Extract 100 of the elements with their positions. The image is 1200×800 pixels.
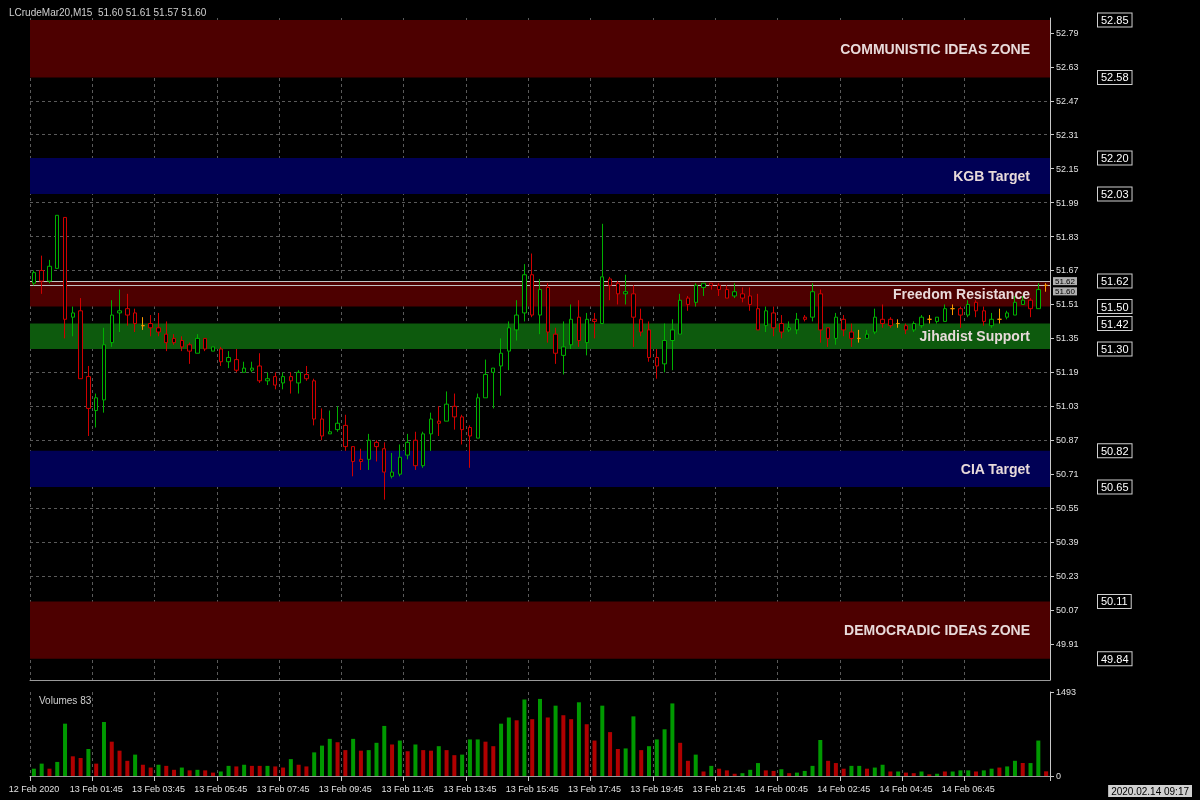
bar — [709, 765, 714, 776]
candlestick — [514, 299, 519, 342]
bar — [187, 770, 192, 776]
candlestick — [1036, 282, 1041, 310]
bar — [818, 739, 823, 776]
bar — [109, 741, 114, 776]
candlestick — [655, 348, 659, 380]
y-tick-label: 52.31 — [1056, 129, 1079, 140]
bar — [491, 746, 496, 776]
bar — [919, 771, 924, 776]
bar — [833, 763, 838, 776]
bar — [592, 740, 597, 776]
candlestick — [195, 333, 200, 354]
candlestick — [328, 410, 332, 435]
candlestick — [47, 259, 52, 284]
bar — [810, 765, 815, 776]
candlestick — [662, 323, 667, 373]
candlestick — [203, 337, 207, 352]
candlestick — [320, 407, 324, 441]
bar — [576, 702, 581, 776]
y2-tick-label: 52.03 — [1101, 188, 1129, 201]
candlestick — [164, 320, 168, 352]
candlestick — [180, 335, 184, 352]
bar — [94, 763, 99, 776]
bar — [249, 765, 254, 776]
bar — [958, 770, 963, 776]
candlestick — [966, 299, 970, 318]
bar — [756, 763, 761, 776]
bar — [475, 739, 480, 776]
bar — [647, 746, 652, 776]
candlestick — [335, 405, 340, 433]
candlestick — [460, 414, 464, 445]
bar — [148, 767, 153, 776]
bar — [888, 771, 893, 776]
bar — [966, 770, 971, 776]
candlestick — [912, 320, 916, 333]
candlestick — [483, 359, 488, 399]
candlestick — [732, 282, 737, 299]
y2-tick-label: 51.42 — [1101, 317, 1129, 330]
bar — [156, 764, 161, 776]
candlestick — [709, 282, 713, 291]
bar — [678, 742, 683, 776]
candlestick — [608, 276, 612, 301]
bar — [584, 724, 589, 776]
y2-tick-label: 51.50 — [1101, 300, 1129, 313]
candlestick — [491, 367, 495, 409]
candlestick — [304, 365, 309, 382]
bar — [179, 767, 184, 776]
candlestick — [647, 320, 651, 363]
bar — [1020, 763, 1025, 776]
candlestick — [771, 306, 776, 337]
bar — [382, 725, 387, 776]
bar — [545, 717, 550, 776]
candlestick — [71, 306, 75, 337]
candlestick — [476, 393, 480, 439]
candlestick — [865, 329, 869, 339]
candlestick — [413, 431, 418, 471]
y2-tick-label: 52.58 — [1101, 71, 1129, 84]
bar — [242, 764, 247, 776]
candlestick — [756, 293, 760, 331]
y2-tick-label: 50.65 — [1101, 480, 1129, 493]
candlestick — [810, 282, 815, 322]
chart-title: LCrudeMar20,M15 51.60 51.61 51.57 51.60 — [9, 6, 207, 18]
candlestick — [499, 337, 503, 397]
bar — [31, 768, 36, 776]
bar — [1044, 771, 1049, 776]
candlestick — [795, 312, 799, 335]
candlestick — [989, 312, 994, 329]
candlestick — [398, 443, 402, 477]
bar — [802, 770, 807, 776]
candlestick — [670, 318, 675, 371]
candlestick — [141, 316, 145, 331]
bar — [421, 750, 426, 776]
candlestick — [257, 352, 262, 384]
bar — [140, 764, 145, 776]
y-tick-label: 51.83 — [1056, 231, 1079, 242]
bar — [942, 771, 947, 776]
x-tick-label: 13 Feb 07:45 — [256, 783, 310, 794]
candlestick — [374, 439, 379, 462]
bar — [623, 748, 628, 776]
candlestick — [592, 312, 597, 339]
candlestick — [717, 282, 721, 297]
candlestick — [740, 286, 745, 303]
candlestick — [1028, 297, 1033, 318]
candlestick — [787, 320, 791, 333]
candlestick — [686, 295, 690, 312]
candlestick — [133, 308, 137, 333]
candlestick — [102, 327, 106, 414]
candlestick — [382, 441, 386, 501]
candlestick — [219, 346, 223, 367]
bar — [273, 766, 278, 776]
bar — [405, 751, 410, 776]
bar — [771, 770, 776, 776]
bar — [654, 739, 659, 776]
candlestick — [950, 303, 955, 316]
bar — [865, 768, 870, 776]
y2-tick-label: 51.30 — [1101, 343, 1129, 355]
bar — [226, 765, 231, 776]
bar — [218, 771, 223, 776]
y-tick-label: 52.15 — [1056, 163, 1079, 174]
